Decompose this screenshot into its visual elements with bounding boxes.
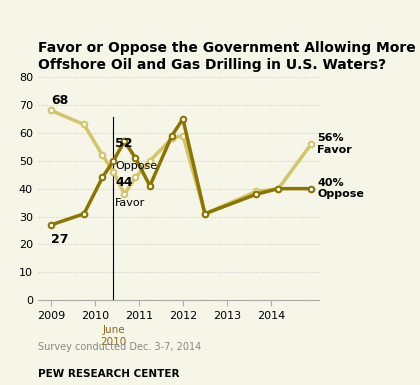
Text: Survey conducted Dec. 3-7, 2014: Survey conducted Dec. 3-7, 2014 [38,342,201,352]
Text: 56%
Favor: 56% Favor [317,133,352,155]
Text: 40%
Oppose: 40% Oppose [317,178,364,199]
Text: 44: 44 [115,176,133,189]
Text: Oppose: Oppose [115,161,158,171]
Text: 52: 52 [115,137,133,149]
Text: June
2010: June 2010 [100,325,126,347]
Text: 68: 68 [51,94,68,107]
Text: PEW RESEARCH CENTER: PEW RESEARCH CENTER [38,369,179,379]
Text: Favor: Favor [115,198,145,208]
Text: 27: 27 [51,233,68,246]
Text: Favor or Oppose the Government Allowing More
Offshore Oil and Gas Drilling in U.: Favor or Oppose the Government Allowing … [38,42,415,72]
